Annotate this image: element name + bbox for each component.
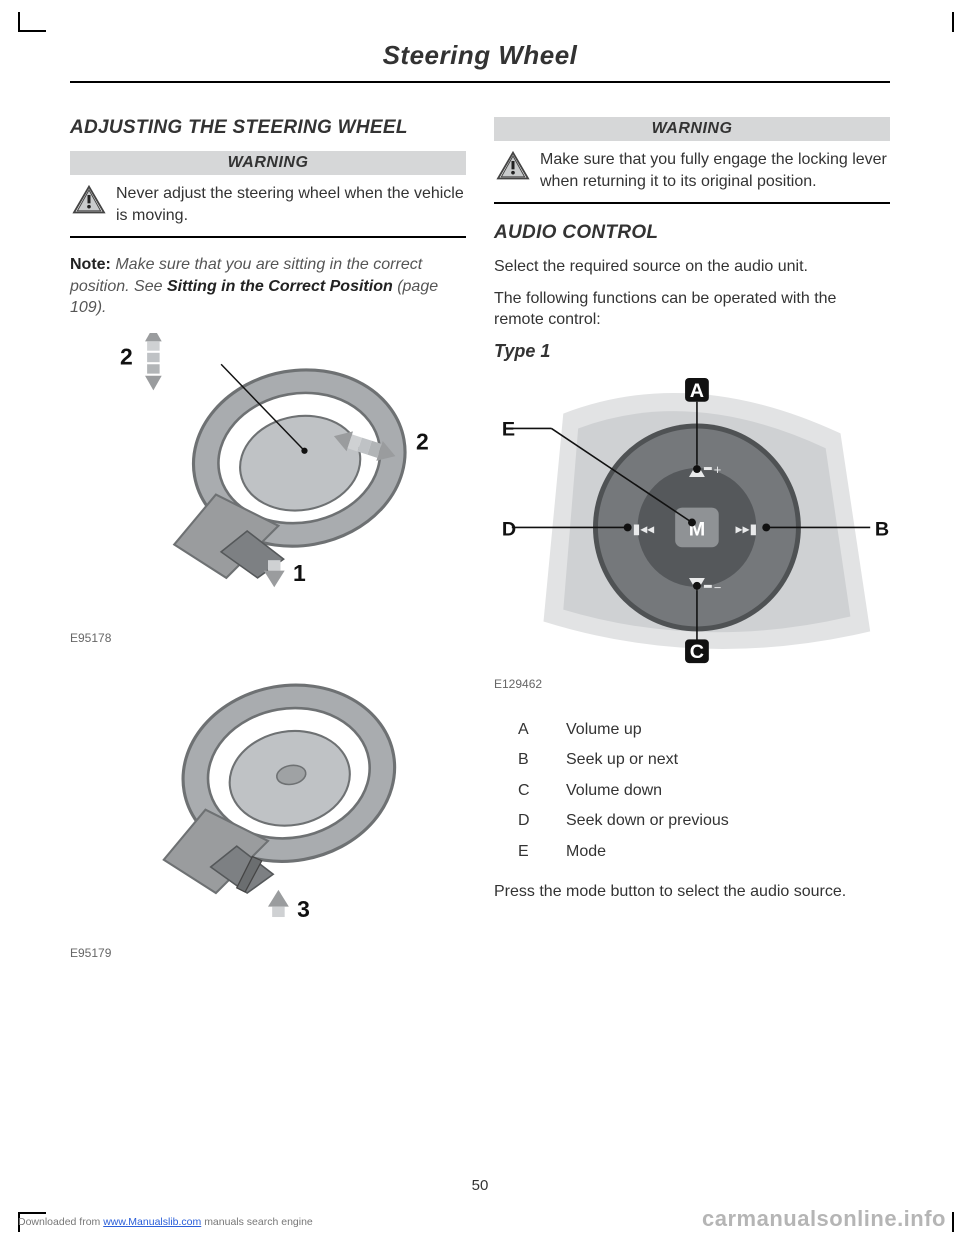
callout-text: Volume up (566, 715, 642, 745)
type-heading: Type 1 (494, 341, 890, 362)
paragraph: The following functions can be operated … (494, 288, 890, 331)
figure-audio-control: M + − ▮◂◂ ▸▸▮ (494, 374, 890, 671)
adjusting-heading: ADJUSTING THE STEERING WHEEL (70, 117, 466, 139)
crop-mark (952, 12, 954, 32)
callout-key: D (518, 806, 536, 836)
warning-icon (72, 185, 106, 215)
paragraph: Select the required source on the audio … (494, 256, 890, 278)
callout-row: B Seek up or next (518, 745, 890, 775)
fig1-label-2a: 2 (120, 343, 133, 369)
warning-icon (496, 151, 530, 181)
crop-mark (18, 12, 46, 32)
crop-mark (952, 1212, 954, 1232)
callout-row: D Seek down or previous (518, 806, 890, 836)
note-block: Note: Make sure that you are sitting in … (70, 254, 466, 319)
warning-text: Make sure that you fully engage the lock… (540, 149, 888, 192)
fig1-label-1: 1 (293, 560, 306, 586)
audio-control-heading: AUDIO CONTROL (494, 222, 890, 244)
note-label: Note: (70, 256, 111, 273)
figure-steering-adjust-1: 2 (70, 333, 466, 625)
svg-text:▸▸▮: ▸▸▮ (736, 520, 758, 536)
callout-E: E (502, 418, 515, 440)
fig1-label-2b: 2 (416, 429, 429, 455)
callout-A: A (690, 380, 704, 402)
callout-text: Seek up or next (566, 745, 678, 775)
warning-body: Never adjust the steering wheel when the… (70, 175, 466, 238)
footer-link[interactable]: www.Manualslib.com (103, 1216, 201, 1228)
warning-body: Make sure that you fully engage the lock… (494, 141, 890, 204)
callout-text: Mode (566, 837, 606, 867)
right-column: WARNING Make sure that you fully engage … (494, 117, 890, 984)
callout-D: D (502, 518, 516, 540)
svg-text:▮◂◂: ▮◂◂ (633, 520, 655, 536)
figure-caption: E95178 (70, 631, 466, 645)
page-title: Steering Wheel (70, 40, 890, 83)
callout-B: B (875, 518, 889, 540)
svg-text:+: + (714, 462, 722, 477)
svg-text:−: − (714, 580, 722, 595)
callout-key: C (518, 776, 536, 806)
callout-text: Seek down or previous (566, 806, 729, 836)
warning-bar: WARNING (494, 117, 890, 141)
figure-steering-adjust-2: 3 (70, 669, 466, 940)
warning-text: Never adjust the steering wheel when the… (116, 183, 464, 226)
figure-caption: E129462 (494, 677, 890, 691)
left-column: ADJUSTING THE STEERING WHEEL WARNING Nev… (70, 117, 466, 984)
callout-row: C Volume down (518, 776, 890, 806)
callout-key: A (518, 715, 536, 745)
footer-prefix: Downloaded from (18, 1216, 103, 1228)
callout-text: Volume down (566, 776, 662, 806)
page-number: 50 (0, 1177, 960, 1194)
footer-suffix: manuals search engine (204, 1216, 313, 1228)
callout-list: A Volume up B Seek up or next C Volume d… (518, 715, 890, 867)
note-ref: Sitting in the Correct Position (167, 278, 393, 295)
callout-row: A Volume up (518, 715, 890, 745)
footer-download: Downloaded from www.Manualslib.com manua… (18, 1216, 313, 1228)
watermark: carmanualsonline.info (702, 1206, 946, 1232)
callout-key: E (518, 837, 536, 867)
callout-C: C (690, 641, 704, 663)
paragraph: Press the mode button to select the audi… (494, 881, 890, 903)
fig2-label-3: 3 (297, 896, 310, 922)
figure-caption: E95179 (70, 946, 466, 960)
callout-key: B (518, 745, 536, 775)
warning-bar: WARNING (70, 151, 466, 175)
callout-row: E Mode (518, 837, 890, 867)
